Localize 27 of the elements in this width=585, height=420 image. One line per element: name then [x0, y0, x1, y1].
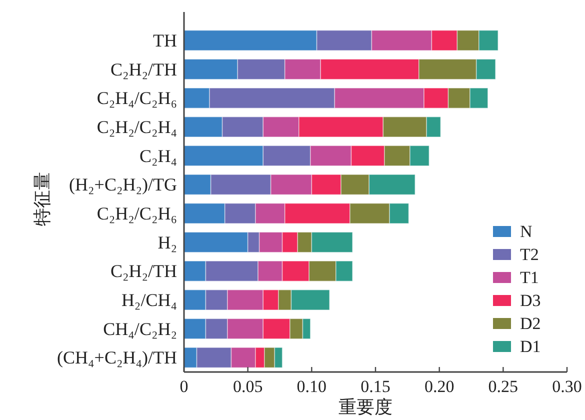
- x-axis-title: 重要度: [338, 397, 392, 417]
- y-axis-title: 特征量: [32, 172, 52, 226]
- y-tick-label: C₂H₂/TH: [110, 261, 177, 282]
- y-tick-label: C₂H₄/C₂H₆: [96, 88, 177, 108]
- x-tick-label: 0.15: [360, 377, 390, 396]
- x-tick-label: 0.05: [232, 377, 263, 396]
- x-tick-label: 0.20: [424, 377, 454, 396]
- legend-label: D3: [520, 291, 541, 310]
- legend-label: D1: [520, 337, 541, 356]
- legend-label: N: [520, 222, 532, 241]
- legend-label: T2: [520, 245, 539, 264]
- y-tick-label: (CH₄+C₂H₄)/TH: [57, 348, 177, 368]
- y-tick-label: C₂H₂/TH: [110, 59, 177, 80]
- y-tick-label: (H₂+C₂H₂)/TG: [69, 174, 177, 195]
- y-tick-label: C₂H₂/C₂H₆: [96, 203, 177, 224]
- x-tick-label: 0.30: [552, 377, 582, 396]
- x-tick-label: 0.25: [488, 377, 518, 396]
- y-tick-label: H₂: [158, 232, 177, 252]
- y-tick-label: H₂/CH₄: [121, 290, 177, 310]
- legend-label: D2: [520, 314, 541, 333]
- y-tick-label: C₂H₂/C₂H₄: [96, 116, 177, 137]
- y-tick-label: C₂H₄: [139, 146, 177, 166]
- x-tick-label: 0: [180, 377, 188, 396]
- y-tick-label: TH: [153, 30, 177, 50]
- x-tick-label: 0.10: [296, 377, 327, 396]
- legend-label: T1: [520, 268, 539, 287]
- y-tick-label: CH₄/C₂H₂: [103, 318, 177, 339]
